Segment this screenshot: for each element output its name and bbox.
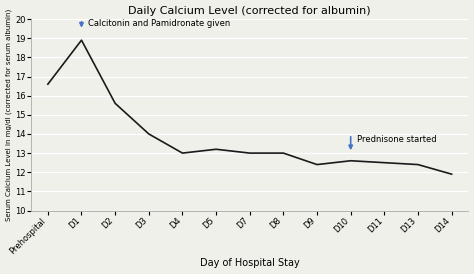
Text: Prednisone started: Prednisone started — [357, 135, 437, 144]
Title: Daily Calcium Level (corrected for albumin): Daily Calcium Level (corrected for album… — [128, 5, 371, 16]
Text: Calcitonin and Pamidronate given: Calcitonin and Pamidronate given — [88, 19, 230, 28]
X-axis label: Day of Hospital Stay: Day of Hospital Stay — [200, 258, 300, 269]
Y-axis label: Serum Calcium Level in mg/dl (corrected for serum albumin): Serum Calcium Level in mg/dl (corrected … — [6, 9, 12, 221]
